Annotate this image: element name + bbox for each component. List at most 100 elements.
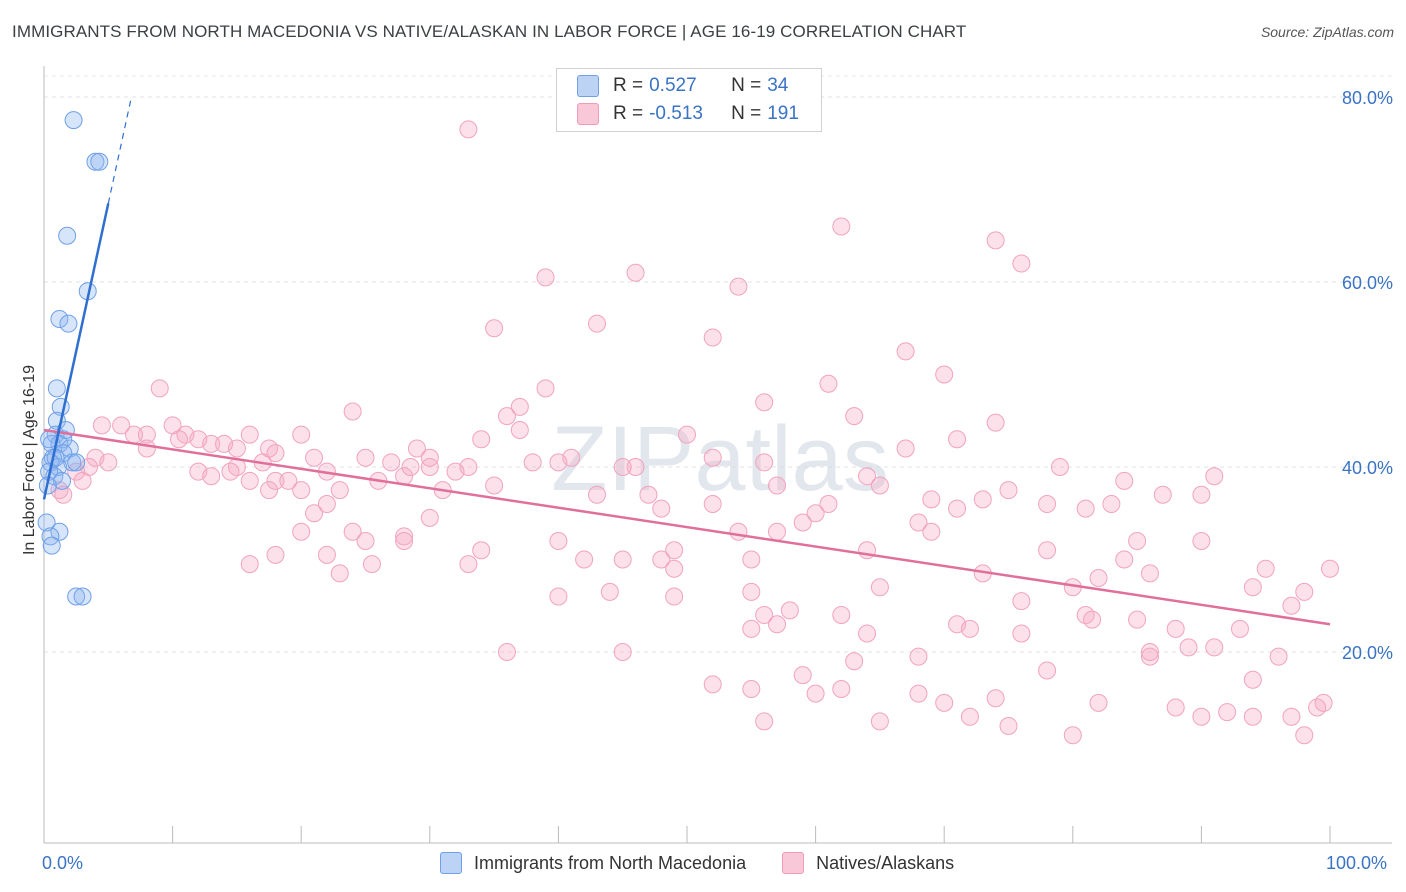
- legend-n-value-1: 34: [767, 75, 789, 96]
- data-point-natives: [266, 545, 285, 564]
- data-point-natives: [1230, 619, 1249, 638]
- data-point-macedonia: [50, 522, 69, 541]
- data-point-macedonia: [59, 314, 78, 333]
- data-point-natives: [755, 453, 774, 472]
- data-point-natives: [472, 541, 491, 560]
- data-point-natives: [793, 666, 812, 685]
- data-point-natives: [973, 490, 992, 509]
- data-point-natives: [909, 647, 928, 666]
- legend-r-value-1: 0.527: [649, 75, 697, 96]
- data-point-natives: [472, 430, 491, 449]
- data-point-natives: [1308, 698, 1327, 717]
- data-point-natives: [755, 393, 774, 412]
- data-point-macedonia: [53, 471, 72, 490]
- data-point-natives: [1295, 582, 1314, 601]
- bottom-legend-macedonia: Immigrants from North Macedonia: [440, 852, 746, 874]
- data-point-natives: [292, 481, 311, 500]
- data-point-natives: [1076, 606, 1095, 624]
- data-point-natives: [1205, 467, 1224, 486]
- data-point-natives: [356, 448, 375, 467]
- data-point-natives: [446, 462, 465, 481]
- legend-r-label: R =: [613, 75, 644, 96]
- data-point-macedonia: [67, 453, 86, 472]
- data-point-natives: [703, 448, 722, 467]
- series-natives-points: [50, 120, 1339, 745]
- chart-title: IMMIGRANTS FROM NORTH MACEDONIA VS NATIV…: [12, 22, 967, 41]
- data-point-natives: [652, 550, 671, 569]
- y-tick-label: 20.0%: [1342, 643, 1393, 663]
- data-point-natives: [1243, 707, 1262, 726]
- data-point-natives: [1115, 471, 1134, 490]
- data-point-natives: [1140, 564, 1159, 583]
- bottom-legend-label-macedonia: Immigrants from North Macedonia: [474, 852, 747, 873]
- data-point-natives: [999, 717, 1018, 735]
- data-point-natives: [260, 481, 279, 500]
- data-point-natives: [1038, 541, 1057, 560]
- legend-swatch-pink: [577, 103, 599, 125]
- legend-swatch-blue: [577, 75, 599, 97]
- data-point-macedonia: [50, 310, 69, 328]
- data-point-natives: [652, 499, 671, 518]
- data-point-natives: [343, 522, 362, 541]
- data-point-natives: [1282, 707, 1301, 726]
- data-point-natives: [343, 402, 362, 421]
- data-point-natives: [986, 689, 1005, 708]
- data-point-natives: [613, 643, 632, 661]
- data-point-natives: [67, 462, 86, 481]
- data-point-natives: [832, 680, 851, 698]
- data-point-natives: [330, 481, 349, 500]
- data-point-natives: [523, 453, 542, 472]
- trend-line-natives: [43, 428, 1331, 626]
- data-point-natives: [401, 458, 420, 476]
- data-point-natives: [665, 559, 684, 578]
- data-point-natives: [870, 712, 889, 731]
- data-point-natives: [459, 555, 478, 574]
- data-point-natives: [215, 434, 234, 453]
- data-point-natives: [240, 425, 259, 444]
- legend-row-macedonia: R = 0.527 N = 34: [577, 73, 806, 99]
- data-point-natives: [330, 564, 349, 583]
- x-tick-label-max: 100.0%: [1326, 853, 1388, 873]
- data-point-natives: [587, 485, 606, 504]
- legend-n-value-2: 191: [767, 103, 799, 124]
- data-point-natives: [1269, 647, 1288, 666]
- data-point-natives: [1321, 559, 1339, 578]
- data-point-natives: [1192, 532, 1211, 550]
- data-point-macedonia: [42, 536, 61, 555]
- data-point-natives: [1038, 495, 1057, 513]
- data-point-natives: [1256, 559, 1275, 578]
- data-point-natives: [845, 407, 864, 426]
- y-tick-label: 60.0%: [1342, 273, 1393, 293]
- data-point-natives: [845, 652, 864, 671]
- data-point-natives: [510, 421, 529, 439]
- data-point-natives: [292, 522, 311, 541]
- data-point-natives: [99, 453, 118, 472]
- data-point-natives: [1012, 254, 1031, 273]
- data-point-natives: [999, 481, 1018, 500]
- data-point-natives: [742, 619, 761, 638]
- data-point-natives: [549, 453, 568, 472]
- data-point-natives: [793, 513, 812, 532]
- data-point-natives: [806, 504, 825, 523]
- data-point-natives: [1314, 693, 1333, 712]
- data-point-natives: [1205, 638, 1224, 657]
- data-point-natives: [639, 485, 658, 504]
- data-point-natives: [221, 462, 240, 481]
- bottom-legend-label-natives: Natives/Alaskans: [816, 852, 955, 873]
- data-point-natives: [420, 508, 439, 527]
- data-point-natives: [729, 522, 748, 541]
- data-point-natives: [549, 532, 568, 550]
- data-point-natives: [1243, 670, 1262, 689]
- legend-n-label: N =: [731, 103, 762, 124]
- axes: [43, 66, 1392, 844]
- data-point-natives: [382, 453, 401, 472]
- data-point-natives: [1218, 703, 1237, 722]
- data-point-natives: [935, 365, 954, 384]
- data-point-natives: [575, 550, 594, 569]
- data-point-natives: [613, 458, 632, 476]
- bottom-legend: Immigrants from North Macedonia Natives/…: [440, 852, 990, 874]
- data-point-natives: [497, 407, 516, 426]
- data-point-natives: [1083, 610, 1102, 629]
- data-point-macedonia: [73, 587, 92, 606]
- stats-legend: R = 0.527 N = 34 R = -0.513 N = 191: [556, 68, 822, 132]
